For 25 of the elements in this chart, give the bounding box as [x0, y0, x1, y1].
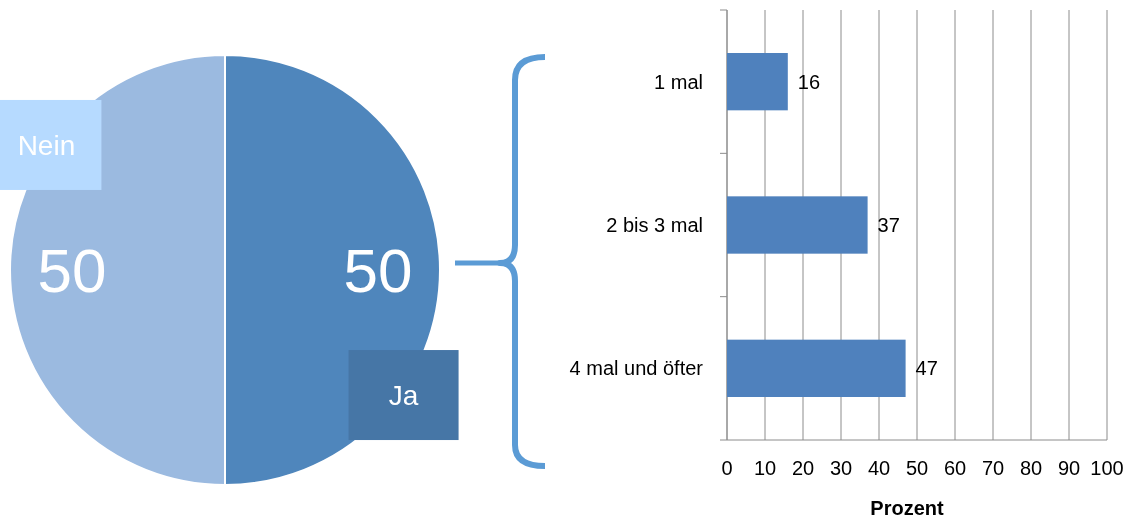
x-tick-label: 90 [1057, 457, 1081, 479]
bar [727, 339, 906, 397]
x-tick-label: 60 [943, 457, 967, 479]
data-label: 37 [877, 214, 900, 236]
x-tick-label: 10 [753, 457, 777, 479]
x-tick-label: 80 [1019, 457, 1043, 479]
x-tick-label: 0 [721, 457, 733, 479]
data-label: 16 [797, 70, 821, 93]
x-tick-label: 40 [867, 457, 891, 479]
bar [727, 196, 868, 254]
x-tick-label: 30 [829, 457, 853, 479]
y-tick-label: 1 mal [654, 70, 703, 93]
y-tick-label: 2 bis 3 mal [606, 214, 703, 236]
slice-label: Ja [388, 379, 419, 411]
x-tick-label: 20 [791, 457, 815, 479]
data-label: 47 [915, 357, 938, 380]
y-tick-label: 4 mal und öfter [569, 357, 704, 380]
data-label: 50 [37, 235, 107, 305]
x-axis-title: Prozent [870, 497, 945, 519]
data-label: 50 [343, 235, 413, 305]
x-tick-label: 70 [981, 457, 1005, 479]
slice-label: Nein [17, 129, 76, 161]
x-tick-label: 50 [905, 457, 929, 479]
x-tick-label: 100 [1090, 457, 1124, 479]
bar [727, 53, 788, 111]
